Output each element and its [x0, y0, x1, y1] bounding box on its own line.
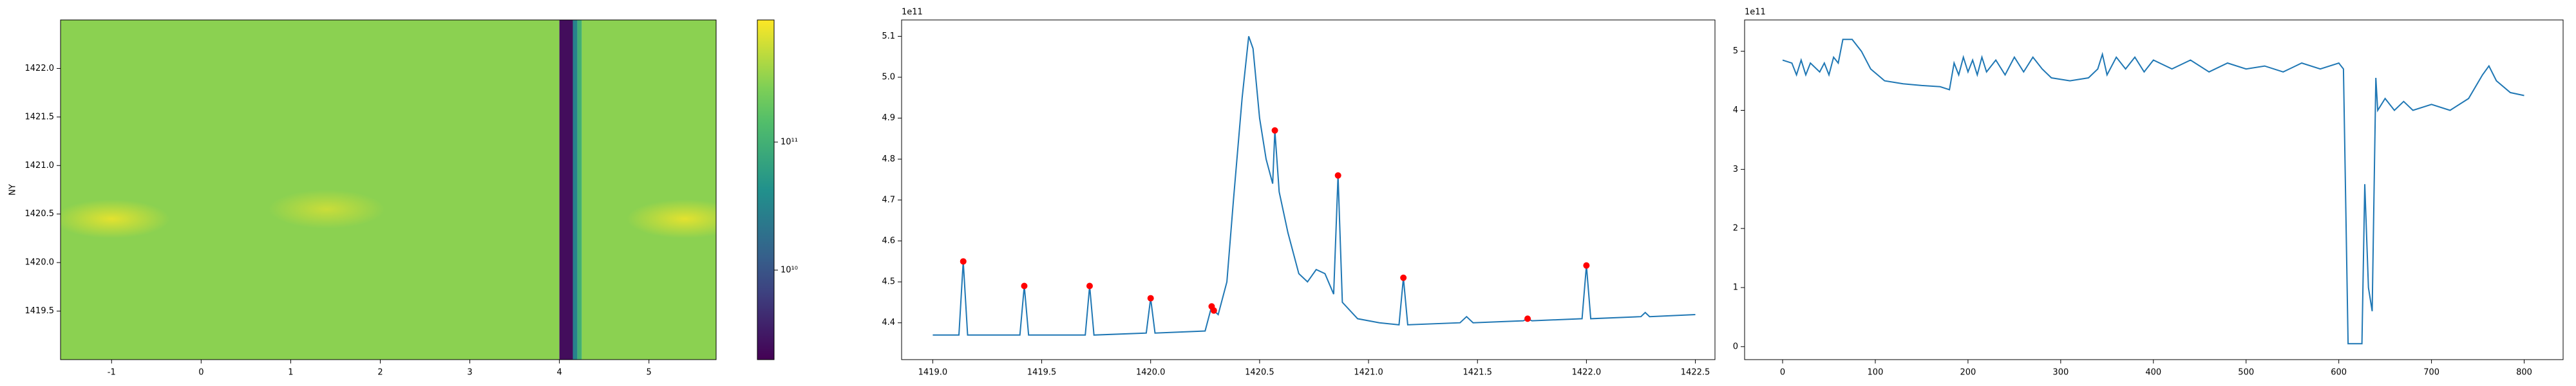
data-line: [933, 36, 1696, 336]
hotspot: [61, 199, 170, 239]
x-tick-label: 500: [2238, 368, 2254, 378]
peak-marker: [1524, 315, 1531, 322]
axes-frame: [1744, 19, 2564, 360]
y-tick-label: 5.0: [882, 73, 895, 82]
x-tick-label: 5: [647, 368, 652, 378]
x-tick-label: 300: [2052, 368, 2069, 378]
y-tick-label: 2: [1733, 224, 1738, 234]
y-axis-label: NY: [8, 184, 18, 196]
offset-text: 1e11: [902, 8, 923, 17]
peak-marker: [1210, 307, 1217, 314]
x-tick-label: 1: [288, 368, 293, 378]
axes-frame: [901, 19, 1716, 360]
x-tick-label: 1420.0: [1136, 368, 1166, 378]
peak-marker: [960, 258, 967, 265]
y-tick-label: 1420.0: [25, 258, 55, 268]
peak-marker: [1271, 127, 1278, 134]
y-tick-label: 4.4: [882, 318, 895, 327]
x-tick-label: 400: [2145, 368, 2161, 378]
x-tick-label: 700: [2423, 368, 2439, 378]
heatmap-column: [582, 20, 716, 360]
heatmap-image: [61, 20, 716, 360]
x-tick-label: 1420.5: [1245, 368, 1274, 378]
heatmap-column: [61, 20, 560, 360]
x-tick-label: 100: [1868, 368, 1884, 378]
x-tick-label: 600: [2331, 368, 2347, 378]
y-tick-label: 4.7: [882, 195, 895, 205]
x-tick-label: 3: [467, 368, 472, 378]
x-tick-label: 200: [1960, 368, 1976, 378]
y-tick-label: 1: [1733, 282, 1738, 292]
hotspot: [269, 190, 385, 229]
y-tick-label: 1419.5: [25, 306, 55, 316]
hotspot: [627, 199, 716, 239]
y-tick-label: 3: [1733, 165, 1738, 174]
heatmap-column: [577, 20, 582, 360]
x-tick-label: 1419.0: [918, 368, 948, 378]
line-panel: 0 100 200 300 400 500 600 700 800 0 1 2 3 4 5 1e11: [1733, 8, 2564, 378]
offset-text: 1e11: [1745, 8, 1766, 17]
x-tick-label: 1419.5: [1027, 368, 1057, 378]
peak-marker: [1147, 295, 1154, 302]
data-line: [1782, 39, 2524, 345]
heatmap-column: [573, 20, 578, 360]
y-tick-label: 4.6: [882, 236, 895, 246]
peak-marker: [1583, 262, 1590, 269]
peak-marker: [1021, 282, 1028, 290]
x-tick-label: 800: [2516, 368, 2532, 378]
colorbar-tick-label: 10¹⁰: [781, 265, 798, 275]
x-tick-label: -1: [108, 368, 116, 378]
colorbar: [757, 19, 775, 360]
x-tick-label: 1422.5: [1681, 368, 1710, 378]
colorbar-tick-label: 10¹¹: [781, 137, 798, 147]
peak-marker: [1334, 172, 1341, 179]
x-tick-label: 4: [556, 368, 562, 378]
axes-frame: [60, 19, 717, 360]
line-panel: 1419.0 1419.5 1420.0 1420.5 1421.0 1421.5 1422…: [882, 8, 1716, 378]
x-tick-label: 2: [377, 368, 383, 378]
y-tick-label: 4.8: [882, 154, 895, 164]
y-tick-label: 1420.5: [25, 209, 55, 219]
y-tick-label: 1421.5: [25, 112, 55, 122]
heatmap-panel: -1 0 1 2 3 4 5 1419.5 1420.0 1420.5 1421.0 1421.5 14…: [8, 19, 798, 378]
y-tick-label: 1421.0: [25, 161, 55, 170]
y-tick-label: 1422.0: [25, 64, 55, 73]
x-tick-label: 1421.0: [1354, 368, 1383, 378]
peak-marker: [1400, 274, 1407, 281]
y-tick-label: 5: [1733, 46, 1738, 56]
y-tick-label: 0: [1733, 342, 1738, 351]
x-tick-label: 1422.0: [1572, 368, 1602, 378]
y-tick-label: 5.1: [882, 32, 895, 41]
x-tick-label: 0: [198, 368, 204, 378]
peak-marker: [1086, 282, 1093, 290]
heatmap-column: [559, 20, 573, 360]
x-tick-label: 1421.5: [1463, 368, 1492, 378]
y-tick-label: 4: [1733, 106, 1738, 115]
x-tick-label: 0: [1780, 368, 1785, 378]
y-tick-label: 4.9: [882, 113, 895, 123]
y-tick-label: 4.5: [882, 277, 895, 287]
